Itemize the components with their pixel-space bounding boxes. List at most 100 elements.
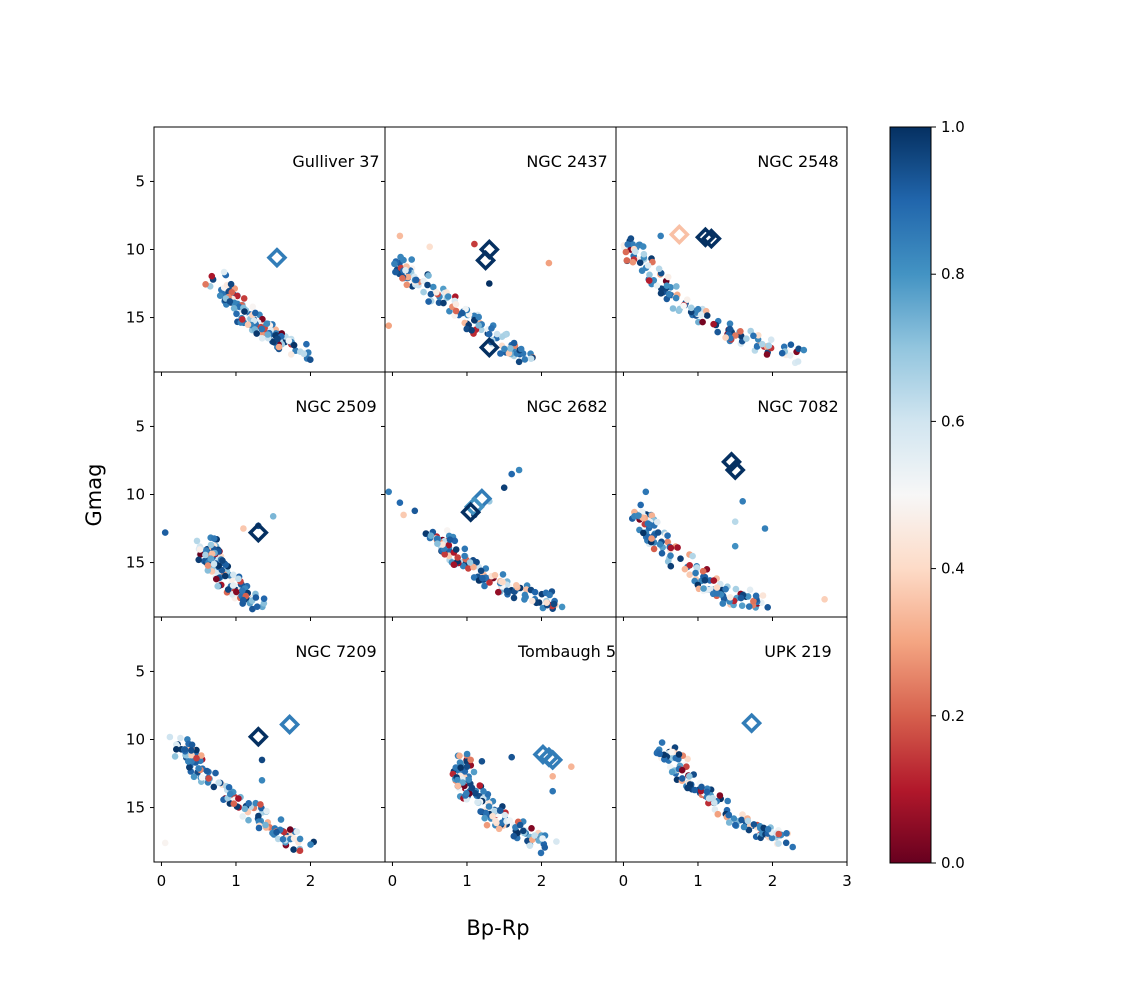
data-point [391,260,398,268]
data-point [724,797,731,805]
data-point [650,545,658,553]
data-point [668,768,676,776]
colorbar-tick-label: 0.6 [941,412,965,430]
scatter-points [161,733,318,854]
data-point [229,582,237,589]
x-axis-label: Bp-Rp [466,916,529,940]
data-point [722,585,729,593]
data-point [483,821,491,829]
data-point [710,320,717,328]
data-point [667,544,675,552]
data-point [767,336,775,344]
data-point [471,240,478,248]
data-point [273,828,280,836]
panel-title: NGC 2548 [757,152,838,171]
data-point [467,756,475,764]
data-point [656,541,664,548]
data-point [738,816,745,824]
data-point [468,327,475,334]
data-point [737,594,745,602]
data-point [669,305,677,312]
data-point [725,819,733,826]
colorbar-tick-label: 0.4 [941,560,965,578]
data-point [204,567,212,574]
data-point [253,330,260,337]
panel-4: NGC 2682 [381,371,617,621]
data-point [252,594,260,601]
data-point [444,293,452,300]
data-point [485,330,493,338]
data-point [193,746,200,754]
panel-title: NGC 2682 [526,397,607,416]
data-point [202,551,209,559]
data-point [230,571,237,579]
data-point [526,842,534,849]
data-point [454,782,462,790]
data-point [745,603,753,610]
data-point [558,603,566,611]
data-point [262,821,269,829]
scatter-points [653,739,796,851]
data-point [481,582,488,590]
data-point [465,565,472,572]
data-point [528,825,535,832]
data-point [640,529,647,537]
data-point [763,351,771,358]
data-point [441,551,449,558]
data-point [501,345,508,353]
colorbar-tick-label: 0.0 [941,854,965,872]
data-point [239,587,246,594]
panel-7: Tombaugh 5 0 1 2 [381,616,617,890]
data-point [210,783,218,791]
data-point [230,800,238,807]
data-point [506,817,514,824]
data-point [212,769,219,777]
data-point [515,358,523,366]
data-point [667,552,674,559]
data-point [731,542,739,550]
data-point [433,535,441,543]
data-point [632,248,639,255]
data-point [750,821,758,828]
y-axis-label: Gmag [82,464,106,527]
data-point [686,571,693,578]
panel-8: UPK 219 0 1 2 3 [612,616,852,890]
data-point [744,817,752,825]
data-point [664,538,671,546]
colorbar-tick-label: 0.8 [941,265,965,283]
data-point [731,518,739,525]
data-point [753,343,761,350]
data-point [775,830,782,838]
data-point [411,507,419,515]
data-point [225,784,233,791]
scatter-points [161,513,277,613]
data-point [264,331,272,338]
data-point [658,739,666,746]
diamond-marker [247,726,269,748]
data-point [478,758,486,765]
data-point [439,541,446,548]
data-point [481,814,489,822]
data-point [263,807,270,815]
data-point [761,525,769,532]
data-point [400,511,407,519]
data-point [228,289,236,296]
data-point [698,783,705,791]
data-point [510,832,518,840]
data-point [425,272,432,279]
data-point [430,283,437,291]
data-point [648,535,655,542]
data-point [732,332,739,339]
data-point [515,466,523,474]
data-point [775,840,782,847]
data-point [296,847,304,854]
data-point [507,345,514,352]
data-point [739,498,746,505]
data-point [197,551,204,558]
data-point [726,594,734,601]
data-point [764,604,771,611]
data-point [204,562,212,569]
data-point [795,345,802,353]
panel-5: NGC 7082 [612,371,848,621]
data-point [300,350,308,358]
